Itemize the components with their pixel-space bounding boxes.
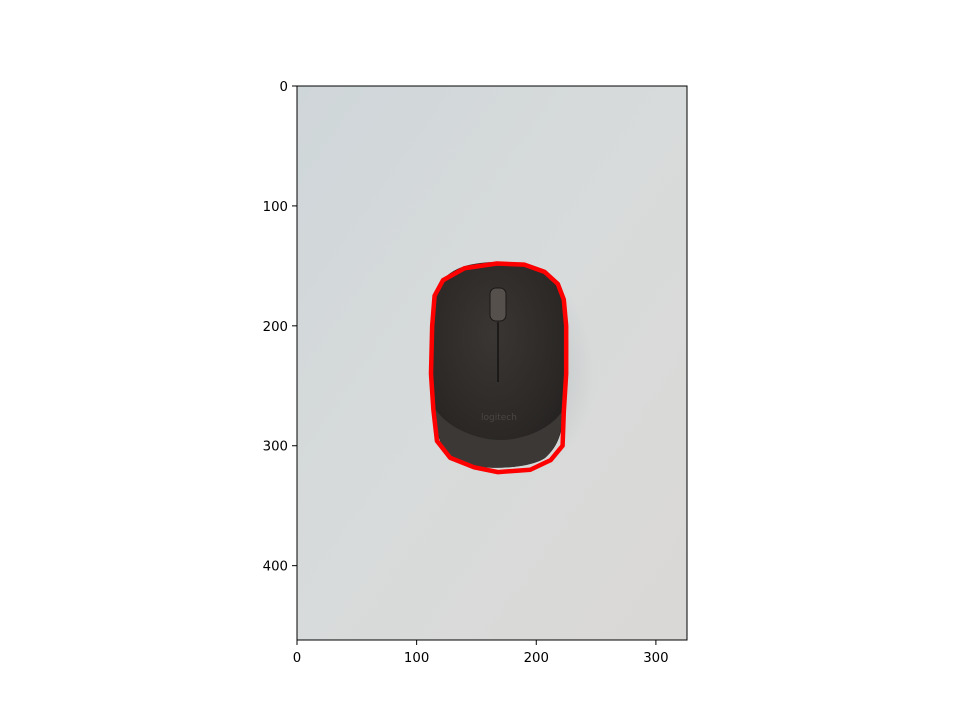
x-axis: 0 100 200 300 (293, 640, 669, 666)
scroll-wheel (489, 287, 507, 322)
y-tick-label: 100 (263, 200, 288, 215)
x-tick-label: 0 (293, 651, 301, 666)
x-tick-label: 200 (524, 651, 549, 666)
mouse-logo: logitech (481, 413, 517, 423)
y-axis: 0 100 200 300 400 (263, 80, 297, 575)
y-tick-label: 400 (263, 560, 288, 575)
x-tick-label: 100 (404, 651, 429, 666)
mouse-lower-shell (436, 410, 563, 468)
axes-frame (296, 85, 688, 641)
x-tick-label: 300 (643, 651, 668, 666)
red-contour (428, 261, 569, 475)
y-tick-label: 300 (263, 440, 288, 455)
y-tick-label: 0 (280, 80, 288, 95)
mouse-body (432, 262, 569, 468)
image-area: logitech (297, 86, 687, 640)
y-tick-label: 200 (263, 320, 288, 335)
